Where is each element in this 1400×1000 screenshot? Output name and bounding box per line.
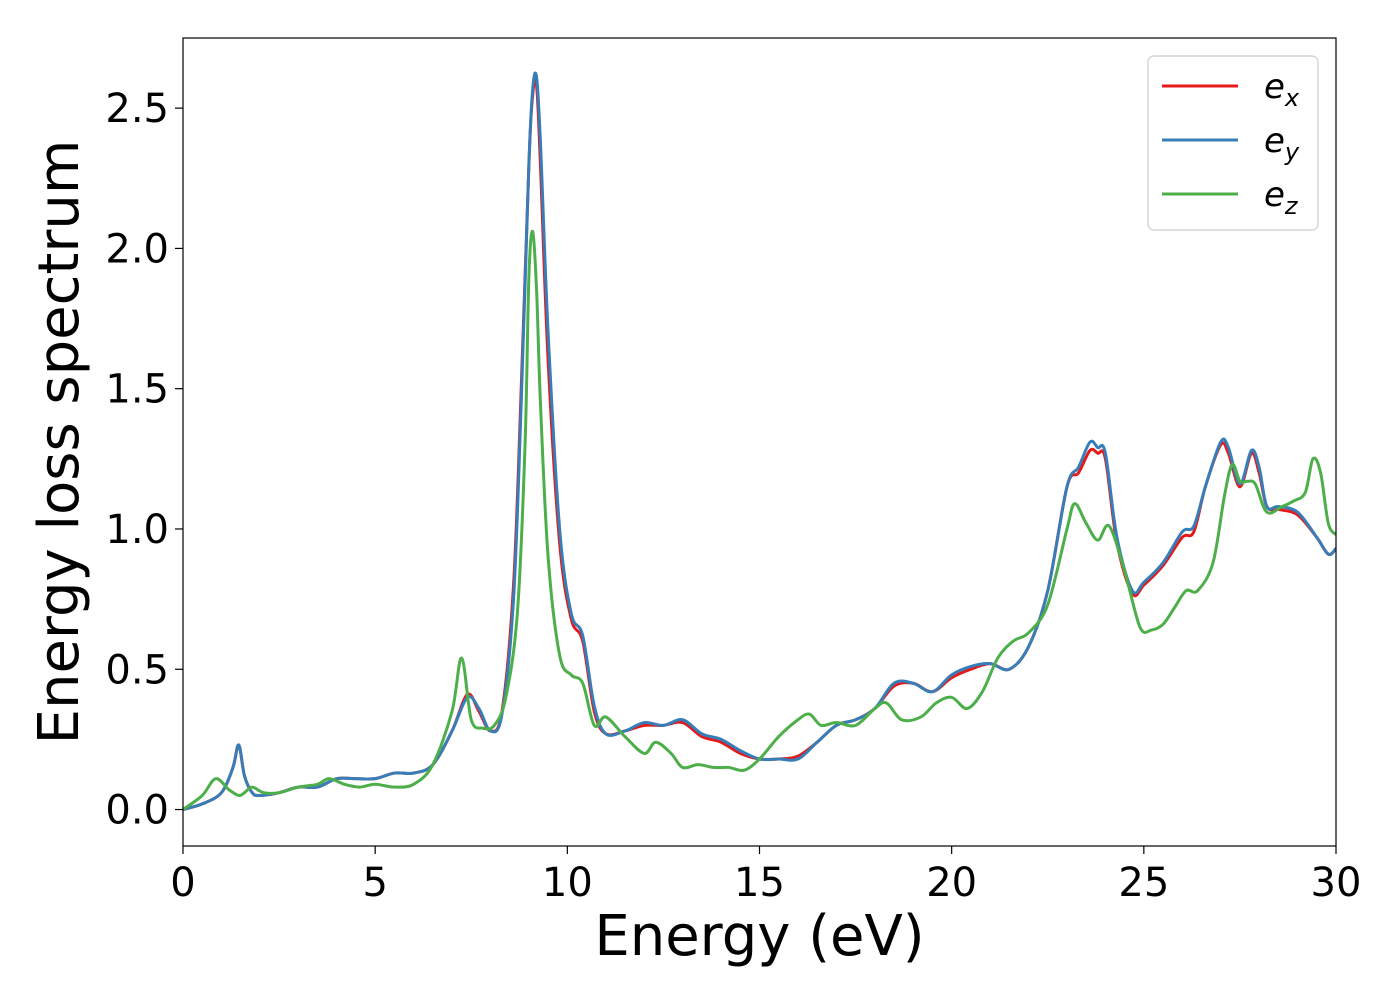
y-tick-label: 1.0 (105, 507, 169, 553)
y-tick-label: 2.5 (105, 86, 169, 132)
legend-label: ex (1264, 67, 1300, 112)
y-tick-label: 1.5 (105, 367, 169, 413)
x-axis-ticks: 0 5 10 15 20 25 30 (170, 846, 1361, 906)
y-tick-label: 0.5 (105, 647, 169, 693)
x-tick-label: 10 (542, 860, 593, 906)
plot-area (182, 37, 1337, 847)
x-tick-label: 15 (734, 860, 785, 906)
y-axis-ticks: 0.0 0.5 1.0 1.5 2.0 2.5 (105, 86, 183, 834)
x-tick-label: 25 (1118, 860, 1169, 906)
legend: ex ey ez (1147, 55, 1319, 231)
y-tick-label: 0.0 (105, 788, 169, 834)
x-tick-label: 0 (170, 860, 195, 906)
series-layer (183, 71, 1336, 812)
x-tick-label: 20 (926, 860, 977, 906)
legend-label: ez (1264, 175, 1299, 220)
series-line-e-y (183, 71, 1336, 812)
legend-label: ey (1264, 121, 1300, 166)
legend-box (1147, 55, 1319, 231)
x-tick-label: 30 (1311, 860, 1362, 906)
y-axis-title: Energy loss spectrum (27, 140, 92, 745)
y-tick-label: 2.0 (105, 226, 169, 272)
series-line-e-z (183, 229, 1336, 812)
x-tick-label: 5 (362, 860, 387, 906)
x-axis-title: Energy (eV) (594, 904, 924, 969)
